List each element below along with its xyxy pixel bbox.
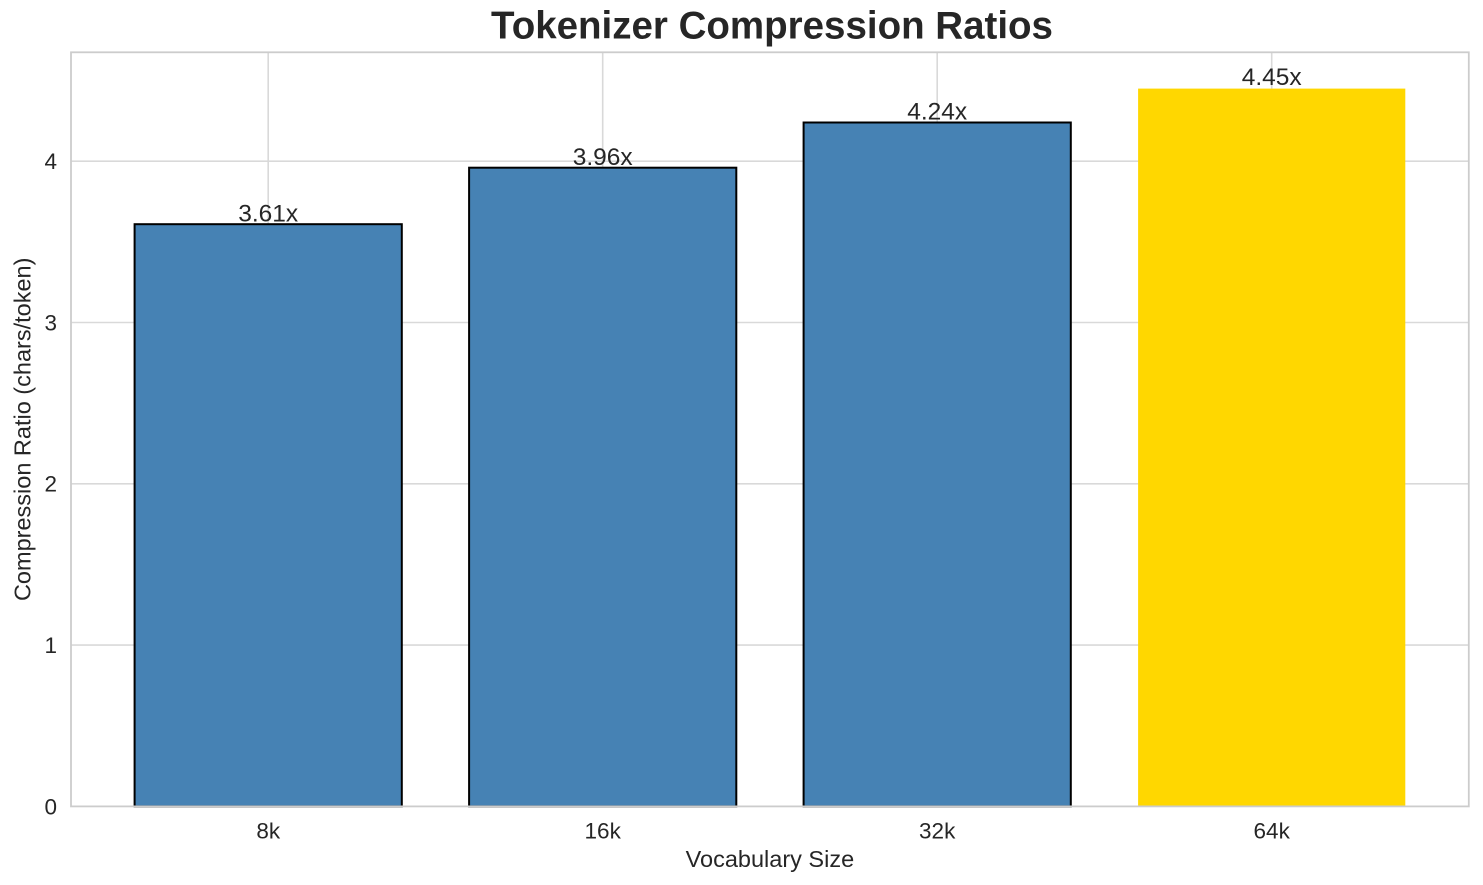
svg-text:64k: 64k (1254, 818, 1291, 843)
svg-text:4.24x: 4.24x (907, 99, 967, 126)
svg-text:4.45x: 4.45x (1242, 64, 1302, 91)
svg-text:1: 1 (44, 633, 57, 658)
svg-text:Vocabulary Size: Vocabulary Size (686, 846, 855, 872)
svg-text:0: 0 (44, 794, 57, 819)
svg-text:Compression Ratio (chars/token: Compression Ratio (chars/token) (10, 258, 36, 602)
svg-text:Tokenizer Compression Ratios: Tokenizer Compression Ratios (491, 4, 1053, 47)
svg-text:8k: 8k (256, 818, 281, 843)
svg-text:32k: 32k (919, 818, 956, 843)
svg-text:2: 2 (44, 472, 57, 497)
svg-text:3.61x: 3.61x (238, 200, 298, 227)
svg-text:3: 3 (44, 310, 57, 335)
svg-text:4: 4 (44, 149, 57, 174)
svg-text:3.96x: 3.96x (573, 144, 633, 171)
svg-text:16k: 16k (585, 818, 622, 843)
